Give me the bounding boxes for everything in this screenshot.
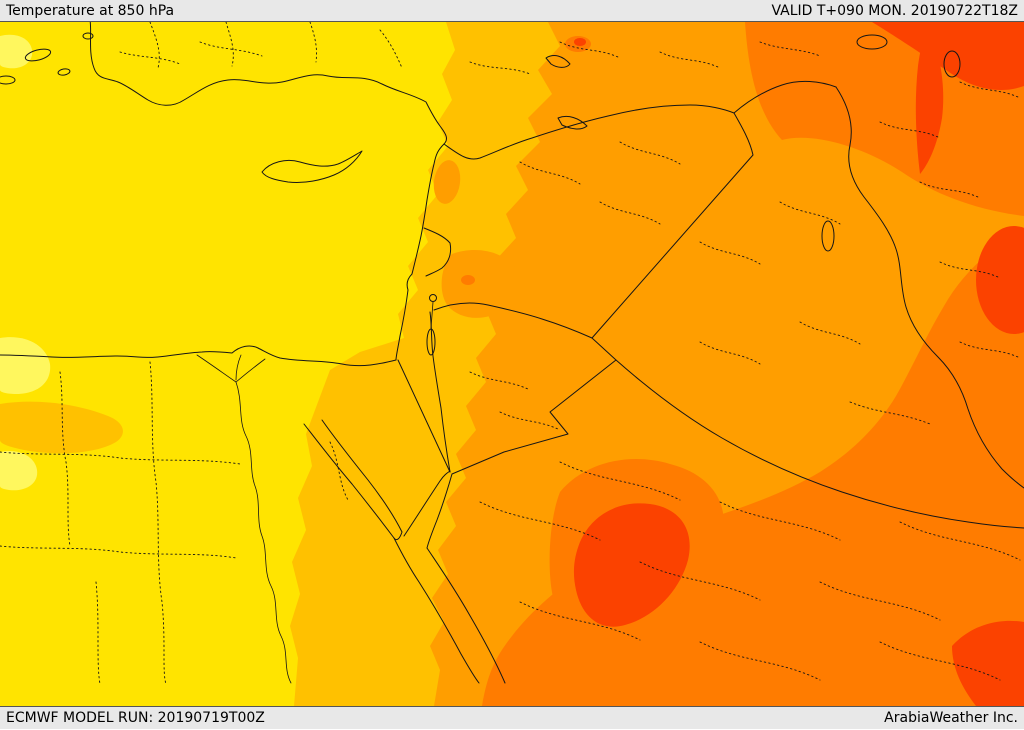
nile-delta-branch <box>235 354 242 381</box>
border-jordan-iraq <box>591 337 617 361</box>
admin-boundary <box>659 51 721 69</box>
nile-river <box>235 381 292 684</box>
admin-boundary <box>0 451 241 465</box>
sea-of-galilee <box>429 294 437 302</box>
admin-boundary <box>329 441 349 501</box>
temp-red-hotspot-northeast-corner <box>872 22 1024 91</box>
temp-band-pale-yellow-patch <box>0 450 38 491</box>
admin-boundary <box>619 141 681 165</box>
cyprus-outline <box>261 150 363 183</box>
map-title: Temperature at 850 hPa <box>6 2 175 19</box>
lake-urmia-outline <box>943 50 961 78</box>
temperature-field <box>0 22 1024 706</box>
admin-boundary <box>819 581 941 621</box>
gulf-of-suez-west-shore <box>303 423 395 539</box>
admin-boundary <box>759 41 821 57</box>
nile-delta-branch <box>196 354 237 383</box>
admin-boundary <box>849 401 931 425</box>
admin-boundary <box>719 501 841 541</box>
admin-boundary <box>379 29 403 69</box>
admin-boundary <box>469 61 531 75</box>
red-sea-east-shore <box>426 547 506 684</box>
admin-boundaries <box>0 22 1021 685</box>
admin-boundary <box>959 81 1021 99</box>
temp-red-hotspot-central-saudi <box>573 503 690 627</box>
admin-boundary <box>199 41 263 57</box>
aegean-island-outline <box>24 48 52 62</box>
temp-orange-coastal-pocket <box>433 160 461 204</box>
border-syria-jordan <box>433 302 593 339</box>
gulf-of-aqaba-east-shore <box>426 473 453 549</box>
temp-band-amber-coastal-patch <box>0 401 123 454</box>
aegean-island-outline <box>0 75 16 85</box>
admin-boundary <box>119 51 181 65</box>
border-iraq-iran <box>835 86 1024 489</box>
admin-boundary <box>519 601 641 641</box>
admin-boundary <box>149 22 160 69</box>
footer-bar: ECMWF MODEL RUN: 20190719T00Z ArabiaWeat… <box>0 706 1024 729</box>
border-turkey-iraq <box>733 80 837 114</box>
temperature-map-canvas <box>0 22 1024 706</box>
border-israel-jordan <box>429 311 451 473</box>
temp-band-pale-yellow-patch <box>0 34 33 69</box>
admin-boundary <box>469 371 531 391</box>
country-borders <box>397 80 1024 529</box>
lake-van-outline <box>856 34 888 50</box>
admin-boundary <box>899 521 1021 561</box>
red-sea-west-shore <box>393 537 480 684</box>
admin-boundary <box>939 261 1001 279</box>
admin-boundary <box>559 41 621 59</box>
temp-orange-damascus-pocket <box>441 250 521 318</box>
temp-deep-orange-damascus-spot <box>461 275 475 285</box>
admin-boundary <box>559 461 681 501</box>
admin-boundary <box>225 22 234 67</box>
admin-boundary <box>699 241 761 265</box>
temp-red-hotspot-east-edge <box>976 226 1024 334</box>
admin-boundary <box>639 561 761 601</box>
admin-boundary <box>699 641 821 681</box>
admin-boundary <box>699 341 761 365</box>
border-jordan-saudi <box>451 359 617 475</box>
weather-map <box>0 22 1024 706</box>
temp-red-north-syria-dot <box>574 38 586 46</box>
admin-boundary <box>879 641 1001 681</box>
border-syria-iraq <box>591 112 754 339</box>
admin-boundary <box>149 361 167 685</box>
border-lebanon <box>423 227 452 277</box>
admin-boundary <box>95 581 101 685</box>
border-iraq-saudi <box>615 359 1024 529</box>
temp-band-pale-yellow-patch <box>0 337 51 394</box>
header-bar: Temperature at 850 hPa VALID T+090 MON. … <box>0 0 1024 22</box>
admin-boundary <box>879 121 941 139</box>
admin-boundary <box>779 201 841 225</box>
coastline-group <box>0 22 961 684</box>
border-turkey-syria <box>443 104 735 160</box>
gulf-of-aqaba-west-shore <box>403 470 451 537</box>
valid-time-label: VALID T+090 MON. 20190722T18Z <box>771 2 1018 19</box>
mediterranean-coastline <box>0 22 448 367</box>
admin-boundary <box>479 501 601 541</box>
admin-boundary <box>919 181 981 199</box>
brand-label: ArabiaWeather Inc. <box>884 709 1018 726</box>
lake-tharthar-outline <box>821 220 835 252</box>
nile-delta-branch <box>235 358 266 383</box>
ataturk-reservoir-outline <box>545 55 571 68</box>
admin-boundary <box>59 371 71 547</box>
admin-boundary <box>799 321 861 345</box>
aegean-island-outline <box>82 32 94 40</box>
admin-boundary <box>0 545 237 559</box>
admin-boundary <box>519 161 581 185</box>
temp-red-hotspot-bottom-right <box>952 620 1024 706</box>
admin-boundary <box>499 411 561 431</box>
admin-boundary <box>959 341 1021 359</box>
border-israel-egypt <box>397 359 451 473</box>
admin-boundary <box>599 201 661 225</box>
model-run-label: ECMWF MODEL RUN: 20190719T00Z <box>6 709 265 726</box>
gulf-of-suez-east-shore <box>321 419 403 541</box>
admin-boundary <box>309 22 317 63</box>
aegean-island-outline <box>57 68 71 76</box>
